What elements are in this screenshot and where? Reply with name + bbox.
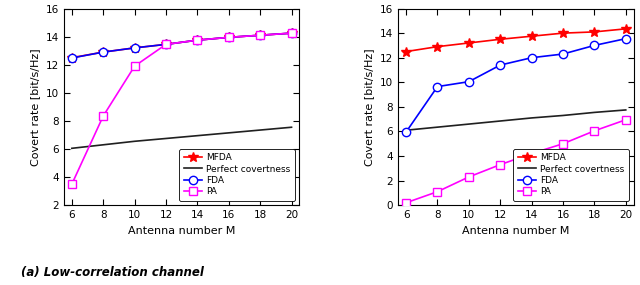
FDA bbox=[256, 34, 264, 37]
PA bbox=[131, 64, 138, 68]
Perfect covertness bbox=[193, 134, 201, 137]
Perfect covertness bbox=[256, 128, 264, 132]
MFDA bbox=[434, 45, 442, 48]
MFDA bbox=[99, 50, 107, 54]
PA bbox=[225, 36, 232, 39]
MFDA bbox=[131, 46, 138, 50]
Perfect covertness bbox=[162, 137, 170, 140]
Perfect covertness bbox=[465, 122, 473, 126]
Perfect covertness bbox=[528, 116, 536, 120]
FDA bbox=[434, 85, 442, 88]
MFDA bbox=[497, 38, 504, 41]
Legend: MFDA, Perfect covertness, FDA, PA: MFDA, Perfect covertness, FDA, PA bbox=[513, 149, 629, 201]
PA bbox=[528, 152, 536, 155]
PA bbox=[162, 43, 170, 46]
Perfect covertness bbox=[99, 143, 107, 146]
MFDA bbox=[162, 43, 170, 46]
FDA bbox=[591, 44, 598, 47]
MFDA bbox=[559, 31, 567, 35]
PA bbox=[402, 201, 410, 204]
Perfect covertness bbox=[559, 114, 567, 117]
MFDA bbox=[225, 36, 232, 39]
Perfect covertness bbox=[402, 129, 410, 132]
FDA bbox=[559, 52, 567, 56]
Perfect covertness bbox=[225, 131, 232, 135]
PA bbox=[99, 114, 107, 118]
MFDA bbox=[68, 56, 76, 60]
Y-axis label: Covert rate [bit/s/Hz]: Covert rate [bit/s/Hz] bbox=[365, 48, 374, 166]
Legend: MFDA, Perfect covertness, FDA, PA: MFDA, Perfect covertness, FDA, PA bbox=[179, 149, 295, 201]
Perfect covertness bbox=[497, 119, 504, 123]
Line: MFDA: MFDA bbox=[67, 28, 296, 63]
PA bbox=[288, 31, 296, 35]
PA bbox=[256, 34, 264, 37]
FDA bbox=[465, 80, 473, 84]
Line: Perfect covertness: Perfect covertness bbox=[406, 110, 626, 130]
PA bbox=[193, 38, 201, 42]
FDA bbox=[162, 43, 170, 46]
Text: (a) Low-correlation channel: (a) Low-correlation channel bbox=[20, 266, 204, 280]
Perfect covertness bbox=[622, 108, 630, 112]
FDA bbox=[68, 56, 76, 60]
PA bbox=[68, 182, 76, 186]
FDA bbox=[497, 63, 504, 67]
MFDA bbox=[465, 41, 473, 45]
Line: PA: PA bbox=[68, 29, 296, 188]
Line: Perfect covertness: Perfect covertness bbox=[72, 127, 292, 148]
Perfect covertness bbox=[131, 140, 138, 143]
PA bbox=[622, 118, 630, 121]
FDA bbox=[528, 56, 536, 60]
Perfect covertness bbox=[591, 111, 598, 114]
FDA bbox=[225, 36, 232, 39]
PA bbox=[591, 129, 598, 133]
PA bbox=[465, 175, 473, 179]
FDA bbox=[622, 37, 630, 40]
Y-axis label: Covert rate [bit/s/Hz]: Covert rate [bit/s/Hz] bbox=[30, 48, 40, 166]
Line: PA: PA bbox=[402, 116, 630, 207]
FDA bbox=[402, 130, 410, 134]
Perfect covertness bbox=[434, 125, 442, 129]
MFDA bbox=[193, 38, 201, 42]
FDA bbox=[99, 50, 107, 54]
MFDA bbox=[288, 31, 296, 35]
Line: MFDA: MFDA bbox=[401, 24, 630, 56]
PA bbox=[434, 190, 442, 194]
Line: FDA: FDA bbox=[402, 34, 630, 136]
MFDA bbox=[528, 34, 536, 38]
FDA bbox=[131, 46, 138, 50]
X-axis label: Antenna number M: Antenna number M bbox=[128, 226, 236, 236]
MFDA bbox=[256, 34, 264, 37]
FDA bbox=[193, 38, 201, 42]
MFDA bbox=[591, 30, 598, 34]
X-axis label: Antenna number M: Antenna number M bbox=[462, 226, 570, 236]
Perfect covertness bbox=[288, 125, 296, 129]
Line: FDA: FDA bbox=[68, 29, 296, 62]
FDA bbox=[288, 31, 296, 35]
Perfect covertness bbox=[68, 146, 76, 150]
MFDA bbox=[402, 50, 410, 53]
PA bbox=[497, 163, 504, 166]
MFDA bbox=[622, 27, 630, 30]
PA bbox=[559, 142, 567, 145]
